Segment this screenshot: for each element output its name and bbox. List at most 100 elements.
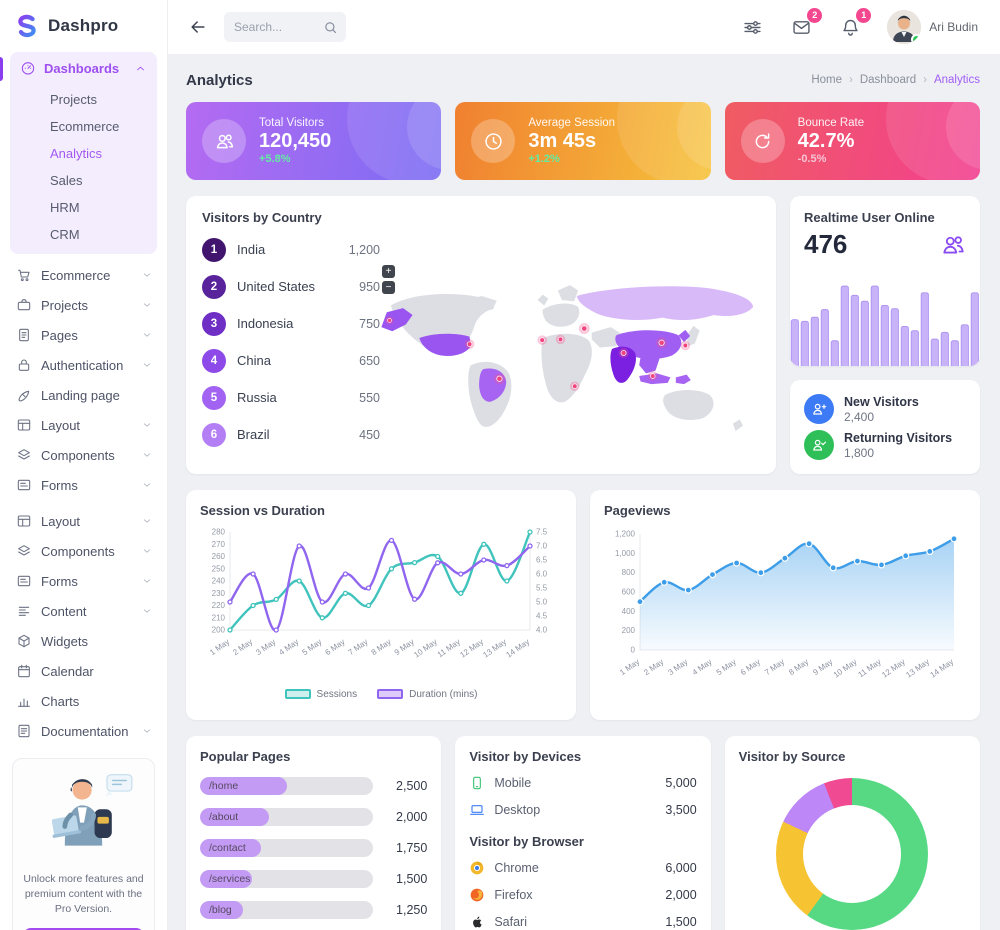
messages-badge: 2: [807, 7, 823, 23]
chart-legend: Sessions Duration (mins): [200, 684, 562, 704]
svg-text:9 May: 9 May: [811, 657, 834, 677]
sidebar-item-label: Calendar: [41, 663, 94, 679]
svg-text:3 May: 3 May: [254, 637, 277, 657]
avatar: [887, 10, 922, 44]
sidebar-item-label: Charts: [41, 693, 80, 709]
svg-text:2 May: 2 May: [642, 657, 665, 677]
legend-item-sessions[interactable]: Sessions: [284, 689, 357, 700]
svg-text:270: 270: [212, 540, 226, 549]
user-name: Ari Budin: [929, 20, 978, 34]
svg-text:240: 240: [212, 577, 226, 586]
sidebar-subitem-crm[interactable]: CRM: [50, 227, 80, 242]
chevron-down-icon: [143, 273, 151, 277]
sidebar-item-dashboards[interactable]: Dashboards: [10, 52, 157, 84]
firefox-icon: [470, 888, 484, 902]
notifications-button[interactable]: 1: [838, 7, 872, 40]
realtime-title: Realtime User Online: [804, 210, 935, 225]
popular-page-row-about: /about 2,000: [200, 808, 427, 826]
sidebar-item-label: Layout: [41, 513, 81, 529]
stat-delta: -0.5%: [797, 153, 827, 165]
sidebar-subitem-projects[interactable]: Projects: [50, 92, 97, 107]
page-bar-track: /about: [200, 808, 374, 826]
sidebar-subitem-hrm[interactable]: HRM: [50, 200, 80, 215]
visitor-type-label: New Visitors: [844, 394, 919, 409]
sidebar-subitem-sales[interactable]: Sales: [50, 173, 83, 188]
sidebar-item-forms[interactable]: Forms: [0, 470, 167, 500]
legend-item-duration-mins-[interactable]: Duration (mins): [377, 689, 477, 700]
country-name: Brazil: [237, 427, 270, 442]
sidebar-item-layout[interactable]: Layout: [0, 410, 167, 440]
page-path-label: /about: [209, 811, 239, 823]
stat-value: 120,450: [259, 130, 332, 152]
svg-text:400: 400: [622, 607, 636, 616]
back-button[interactable]: [184, 13, 212, 41]
layout-icon: [17, 515, 31, 527]
device-label: Desktop: [494, 803, 541, 817]
arrow-left-icon: [191, 21, 205, 33]
notifications-badge: 1: [856, 7, 872, 23]
sidebar-item-label: Components: [41, 447, 115, 463]
sidebar-subitem-ecommerce[interactable]: Ecommerce: [50, 119, 120, 134]
bell-icon: [843, 19, 858, 36]
search-input[interactable]: [234, 20, 323, 34]
sidebar-item-projects[interactable]: Projects: [0, 290, 167, 320]
user-plus-icon: [813, 403, 827, 415]
country-name: United States: [237, 279, 316, 294]
browser-row-chrome: Chrome 6,000: [469, 860, 697, 876]
stat-icon-circle: [202, 119, 246, 163]
sidebar-item-label: Dashboards: [44, 60, 120, 76]
search-icon: [325, 21, 337, 33]
sidebar-item-content[interactable]: Content: [0, 596, 167, 626]
breadcrumb-home[interactable]: Home: [811, 74, 843, 86]
device-value: 5,000: [665, 776, 697, 790]
svg-text:7.0: 7.0: [536, 542, 548, 551]
user-menu[interactable]: Ari Budin: [887, 10, 978, 44]
sidebar-subitems: Projects Ecommerce Analytics Sales HRM CRM: [10, 84, 157, 254]
visitor-type-value: 2,400: [844, 410, 875, 425]
sidebar-item-documentation[interactable]: Documentation: [0, 716, 167, 746]
svg-text:260: 260: [212, 552, 226, 561]
sidebar-subitem-analytics[interactable]: Analytics: [50, 146, 103, 161]
logo[interactable]: Dashpro: [0, 0, 167, 48]
world-map[interactable]: + −: [380, 231, 760, 475]
svg-text:210: 210: [212, 613, 226, 622]
country-name: India: [237, 242, 266, 257]
sidebar-item-ecommerce[interactable]: Ecommerce: [0, 260, 167, 290]
sidebar-item-label: Pages: [41, 327, 78, 343]
logo-text: Dashpro: [48, 16, 119, 35]
stat-delta: +1.2%: [528, 153, 560, 165]
sidebar-item-authentication[interactable]: Authentication: [0, 350, 167, 380]
svg-text:7 May: 7 May: [347, 637, 370, 657]
sidebar-item-charts[interactable]: Charts: [0, 686, 167, 716]
promo-text: Unlock more features and premium content…: [23, 873, 144, 916]
visitors-by-country-card: Visitors by Country 1 India 1,200 2 United S…: [186, 196, 776, 474]
sidebar-item-widgets[interactable]: Widgets: [0, 626, 167, 656]
chrome-icon: [470, 861, 484, 875]
sidebar-item-components[interactable]: Components: [0, 536, 167, 566]
map-zoom-in-button[interactable]: +: [382, 265, 395, 278]
messages-button[interactable]: 2: [789, 7, 823, 40]
breadcrumb-dashboard[interactable]: Dashboard: [859, 74, 917, 86]
rocket-icon: [18, 390, 30, 402]
breadcrumb-analytics[interactable]: Analytics: [933, 74, 980, 86]
stat-label: Average Session: [528, 117, 616, 129]
stat-value: 3m 45s: [528, 130, 597, 152]
sidebar-item-calendar[interactable]: Calendar: [0, 656, 167, 686]
sidebar-item-layout[interactable]: Layout: [0, 506, 167, 536]
settings-sliders-button[interactable]: [740, 15, 765, 40]
page-value: 2,500: [396, 779, 428, 793]
popular-pages-list: /home 2,500/about 2,000/contact 1,750/servi…: [200, 777, 427, 930]
sidebar-item-landing-page[interactable]: Landing page: [0, 380, 167, 410]
mail-icon: [793, 20, 810, 34]
sidebar-item-components[interactable]: Components: [0, 440, 167, 470]
map-zoom-out-button[interactable]: −: [382, 281, 395, 294]
breadcrumb: Home › Dashboard › Analytics: [811, 74, 980, 86]
map-markers: [385, 316, 691, 391]
sidebar-item-pages[interactable]: Pages: [0, 320, 167, 350]
sidebar-item-forms[interactable]: Forms: [0, 566, 167, 596]
visitor-types-card: New Visitors 2,400 Returning Visitors 1,800: [790, 380, 980, 474]
country-value: 750: [359, 316, 380, 331]
session-vs-duration-card: Session vs Duration 200 210 220 230 240 250 26…: [186, 490, 576, 720]
get-pro-version-button[interactable]: Get Pro Version →: [23, 927, 144, 930]
country-value: 650: [359, 353, 380, 368]
